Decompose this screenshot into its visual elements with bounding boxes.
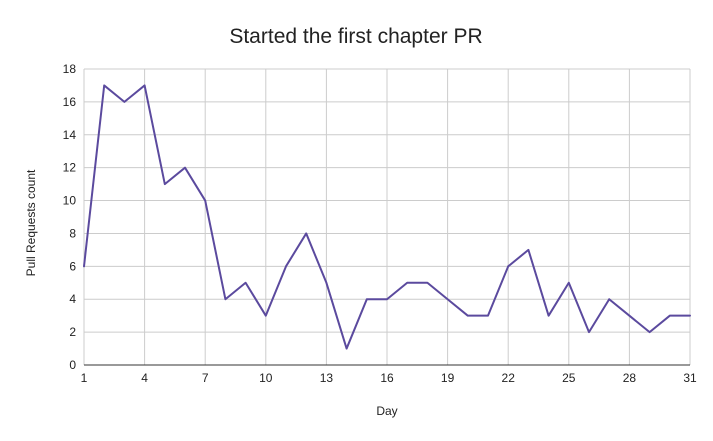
x-tick-labels: 1 4 7 10 13 16 19 22 25 28 31 [81,371,697,385]
y-axis-label: Pull Requests count [24,169,38,276]
x-tick-label: 10 [259,371,273,385]
x-tick-label: 28 [623,371,637,385]
x-axis-label: Day [376,404,397,418]
y-tick-label: 6 [69,259,76,273]
y-tick-label: 8 [69,226,76,240]
y-tick-label: 18 [63,62,77,76]
grid [83,68,691,366]
x-tick-label: 4 [141,371,148,385]
x-tick-label: 19 [441,371,455,385]
chart-title: Started the first chapter PR [229,25,482,48]
y-tick-label: 14 [63,128,77,142]
x-tick-label: 1 [81,371,88,385]
x-tick-label: 25 [562,371,576,385]
y-tick-label: 4 [69,292,76,306]
series-line [83,84,691,350]
x-tick-label: 16 [380,371,394,385]
y-tick-label: 10 [63,194,77,208]
y-tick-label: 2 [69,325,76,339]
x-tick-label: 13 [320,371,334,385]
series-group [83,84,691,350]
x-tick-label: 31 [683,371,697,385]
x-tick-label: 22 [502,371,516,385]
y-tick-label: 16 [63,95,77,109]
y-tick-label: 0 [69,358,76,372]
y-tick-labels: 0 2 4 6 8 10 12 14 16 18 [63,62,77,372]
x-tick-label: 7 [202,371,209,385]
y-tick-label: 12 [63,161,77,175]
